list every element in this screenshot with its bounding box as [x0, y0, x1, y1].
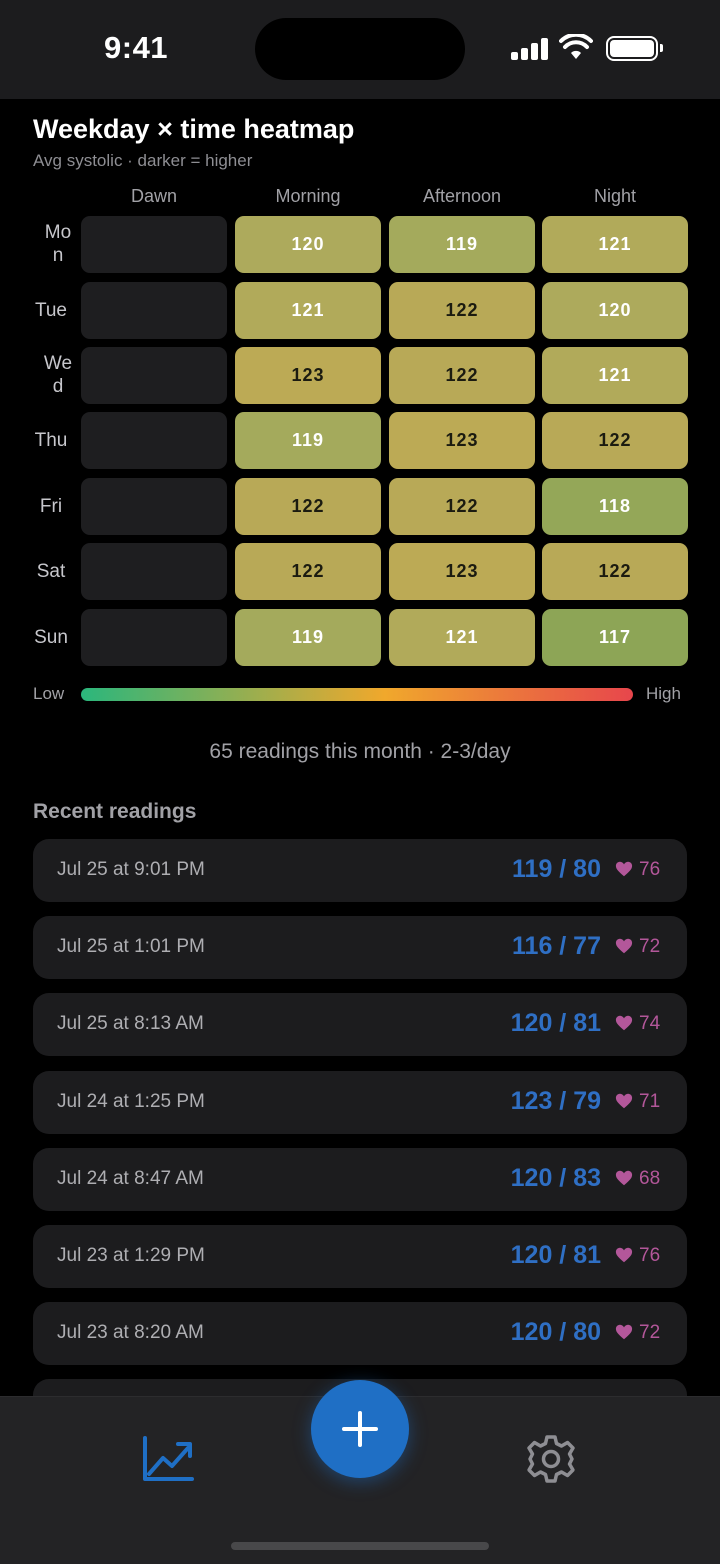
cellular-signal-icon: [511, 38, 549, 60]
heart-icon: [615, 1170, 633, 1186]
heatmap-cell: 122: [389, 282, 535, 339]
reading-row[interactable]: Jul 23 at 8:20 AM 120 / 80 72: [33, 1302, 687, 1365]
dynamic-island: [255, 18, 465, 80]
reading-row[interactable]: Jul 25 at 8:13 AM 120 / 81 74: [33, 993, 687, 1056]
heatmap-cell: 121: [542, 347, 688, 404]
wifi-icon: [559, 34, 593, 59]
heatmap-cell: 121: [542, 216, 688, 273]
row-label-wed: Wed: [43, 353, 73, 397]
reading-date: Jul 25 at 9:01 PM: [57, 859, 205, 880]
reading-date: Jul 24 at 8:47 AM: [57, 1168, 204, 1189]
reading-date: Jul 24 at 1:25 PM: [57, 1091, 205, 1112]
heatmap-cell: [81, 347, 227, 404]
heatmap-cell: 122: [389, 347, 535, 404]
heatmap-subtitle: Avg systolic · darker = higher: [33, 151, 253, 170]
heatmap-cell: 119: [235, 609, 381, 666]
heatmap-cell: 123: [235, 347, 381, 404]
chart-icon[interactable]: [142, 1436, 194, 1482]
heatmap-cell: 122: [542, 412, 688, 469]
gear-icon[interactable]: [526, 1434, 576, 1484]
heart-icon: [615, 1247, 633, 1263]
status-bar: 9:41: [0, 0, 720, 99]
heatmap-cell: [81, 282, 227, 339]
heatmap-cell: [81, 478, 227, 535]
reading-blood-pressure: 120 / 80: [510, 1318, 601, 1346]
reading-pulse: 72: [639, 936, 661, 957]
readings-summary: 65 readings this month · 2-3/day: [209, 740, 511, 763]
heatmap-cell: 118: [542, 478, 688, 535]
heatmap-cell: 120: [235, 216, 381, 273]
reading-blood-pressure: 120 / 81: [510, 1241, 601, 1269]
add-reading-button[interactable]: [311, 1380, 409, 1478]
row-label-fri: Fri: [39, 496, 63, 517]
reading-row[interactable]: Jul 25 at 1:01 PM 116 / 77 72: [33, 916, 687, 979]
row-label-mon: Mon: [44, 222, 72, 266]
reading-row[interactable]: Jul 23 at 1:29 PM 120 / 81 76: [33, 1225, 687, 1288]
reading-blood-pressure: 120 / 81: [510, 1009, 601, 1037]
reading-pulse: 71: [639, 1091, 661, 1112]
reading-blood-pressure: 123 / 79: [510, 1087, 601, 1115]
column-header-dawn: Dawn: [130, 186, 178, 206]
heatmap-cell: 119: [389, 216, 535, 273]
heatmap-cell: 123: [389, 543, 535, 600]
reading-blood-pressure: 119 / 80: [512, 855, 601, 883]
row-label-thu: Thu: [34, 430, 68, 451]
heart-icon: [615, 1093, 633, 1109]
reading-row[interactable]: Jul 25 at 9:01 PM 119 / 80 76: [33, 839, 687, 902]
reading-date: Jul 25 at 1:01 PM: [57, 936, 205, 957]
column-header-night: Night: [593, 186, 637, 206]
reading-row[interactable]: Jul 24 at 1:25 PM 123 / 79 71: [33, 1071, 687, 1134]
heatmap-cell: [81, 216, 227, 273]
reading-pulse: 72: [639, 1322, 661, 1343]
status-time: 9:41: [104, 30, 169, 65]
heatmap-cell: 119: [235, 412, 381, 469]
recent-readings-title: Recent readings: [33, 800, 197, 823]
column-header-morning: Morning: [275, 186, 341, 206]
heatmap-cell: [81, 412, 227, 469]
heatmap-cell: [81, 543, 227, 600]
reading-pulse: 74: [639, 1013, 661, 1034]
legend-high-label: High: [646, 684, 681, 703]
heart-icon: [615, 861, 633, 877]
heatmap-cell: 122: [235, 478, 381, 535]
battery-icon: [606, 36, 663, 61]
heatmap-cell: [81, 609, 227, 666]
row-label-sun: Sun: [34, 627, 68, 648]
reading-pulse: 76: [639, 859, 661, 880]
reading-blood-pressure: 120 / 83: [510, 1164, 601, 1192]
heart-icon: [615, 938, 633, 954]
row-label-sat: Sat: [36, 561, 66, 582]
reading-date: Jul 23 at 8:20 AM: [57, 1322, 204, 1343]
reading-pulse: 68: [639, 1168, 661, 1189]
heatmap-cell: 123: [389, 412, 535, 469]
heart-icon: [615, 1324, 633, 1340]
reading-date: Jul 25 at 8:13 AM: [57, 1013, 204, 1034]
reading-date: Jul 23 at 1:29 PM: [57, 1245, 205, 1266]
heatmap-cell: 122: [542, 543, 688, 600]
column-header-afternoon: Afternoon: [422, 186, 502, 206]
heatmap-title: Weekday × time heatmap: [33, 114, 355, 144]
heatmap-cell: 122: [235, 543, 381, 600]
heatmap-cell: 121: [235, 282, 381, 339]
heatmap-cell: 117: [542, 609, 688, 666]
reading-row[interactable]: Jul 24 at 8:47 AM 120 / 83 68: [33, 1148, 687, 1211]
heatmap-cell: 122: [389, 478, 535, 535]
reading-pulse: 76: [639, 1245, 661, 1266]
heatmap-cell: 120: [542, 282, 688, 339]
home-indicator: [231, 1542, 489, 1550]
legend-low-label: Low: [33, 684, 65, 703]
row-label-tue: Tue: [34, 300, 68, 321]
reading-blood-pressure: 116 / 77: [512, 932, 601, 960]
heatmap-cell: 121: [389, 609, 535, 666]
heart-icon: [615, 1015, 633, 1031]
legend-gradient-bar: [81, 688, 633, 701]
